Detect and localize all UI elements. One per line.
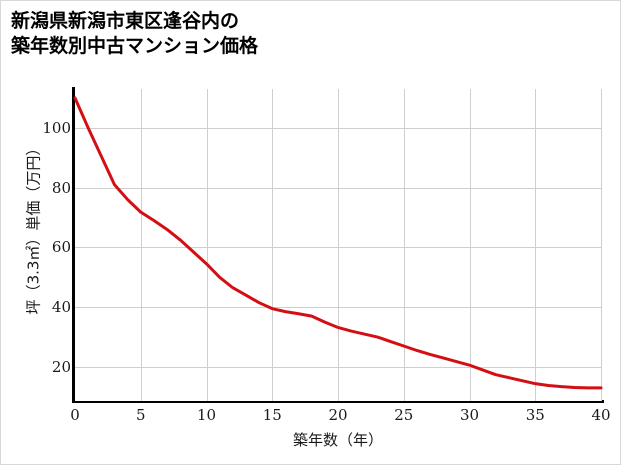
y-tick-label: 40 (51, 298, 71, 317)
x-tick-label: 30 (459, 406, 480, 424)
x-tick-label: 15 (262, 406, 282, 424)
x-axis-spine (72, 400, 604, 403)
gridline-vertical (601, 89, 602, 401)
x-tick-label: 20 (328, 406, 348, 424)
y-tick-label: 60 (51, 238, 71, 257)
y-tick-label: 20 (51, 357, 71, 376)
gridline-vertical (140, 89, 142, 401)
data-series-line (73, 96, 603, 390)
plot-area (73, 89, 603, 401)
y-axis-tick-labels: 20 40 60 80 100 (15, 89, 71, 401)
x-tick-label: 10 (196, 406, 217, 424)
x-tick-label: 5 (135, 406, 146, 424)
chart-title: 新潟県新潟市東区逢谷内の 築年数別中古マンション価格 (11, 10, 259, 58)
x-tick-label: 35 (525, 406, 545, 424)
gridline-vertical (469, 89, 471, 401)
x-tick-label: 0 (70, 406, 80, 424)
gridline-vertical (403, 89, 405, 401)
x-axis-tick-labels: 0 5 10 15 20 25 30 35 40 (70, 406, 610, 430)
y-tick-label: 100 (42, 118, 71, 137)
x-axis-title: 築年数（年） (292, 431, 383, 449)
gridline-vertical (206, 89, 208, 401)
x-tick-label: 40 (591, 406, 611, 424)
gridline-vertical (535, 89, 537, 401)
y-axis-spine (72, 87, 75, 403)
y-tick-label: 80 (51, 178, 71, 197)
x-tick-label: 25 (394, 406, 414, 424)
gridline-vertical (272, 89, 274, 401)
y-axis-title: 坪（3.3㎡）単価（万円） (24, 140, 43, 315)
gridline-vertical (338, 89, 339, 401)
